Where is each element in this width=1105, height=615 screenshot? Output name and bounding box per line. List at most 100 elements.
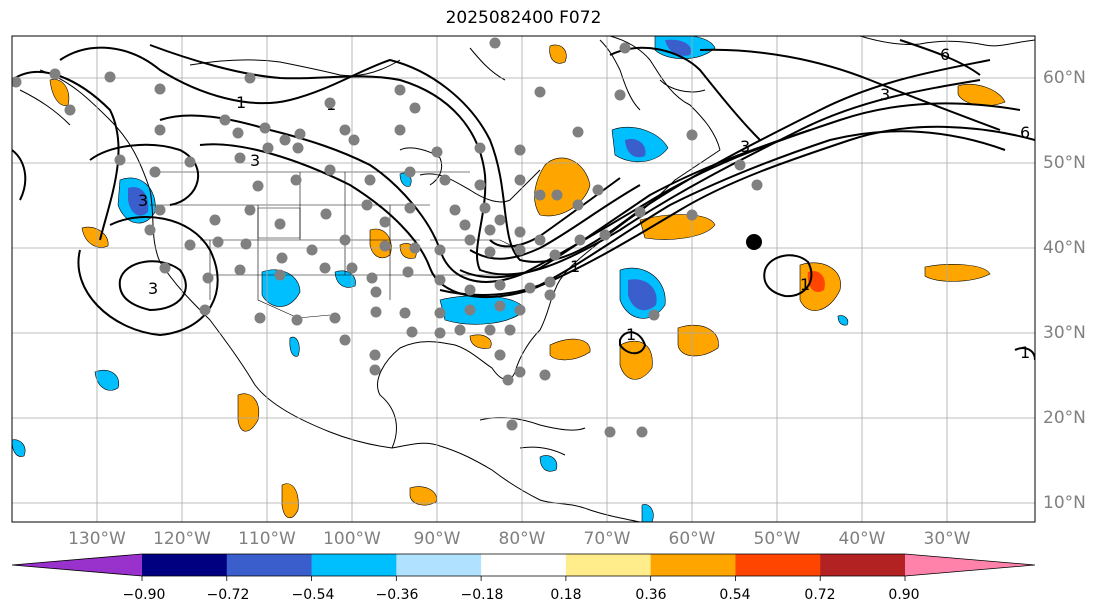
station-marker <box>232 127 244 139</box>
station-marker <box>199 304 211 316</box>
colorbar <box>11 553 1036 581</box>
contour-label: 6 <box>1020 123 1030 142</box>
station-marker <box>489 37 501 49</box>
contour-label: 1 <box>800 275 810 294</box>
station-marker <box>534 86 546 98</box>
station-marker <box>514 366 526 378</box>
station-marker <box>544 289 556 301</box>
station-marker <box>592 184 604 196</box>
station-marker <box>219 114 231 126</box>
station-marker <box>324 97 336 109</box>
graticule <box>12 36 1035 522</box>
colorbar-segment <box>226 554 313 576</box>
station-marker <box>572 126 584 138</box>
station-marker <box>506 419 518 431</box>
anomaly-shading <box>12 36 1006 522</box>
lon-label: 40°W <box>838 529 886 549</box>
station-marker <box>279 134 291 146</box>
lat-label: 30°N <box>1043 323 1086 343</box>
station-marker <box>494 349 506 361</box>
station-marker <box>252 180 264 192</box>
station-marker <box>549 249 561 261</box>
station-marker <box>734 159 746 171</box>
station-marker <box>370 286 382 298</box>
station-marker <box>409 102 421 114</box>
station-marker <box>274 218 286 230</box>
station-marker <box>394 84 406 96</box>
station-marker <box>154 124 166 136</box>
station-marker <box>479 202 491 214</box>
station-marker <box>12 76 22 88</box>
contour-label: 3 <box>138 191 148 210</box>
station-marker <box>751 179 763 191</box>
station-marker <box>502 374 514 386</box>
lon-label: 120°W <box>153 529 211 549</box>
station-marker <box>409 242 421 254</box>
contour-label: 6 <box>940 45 950 64</box>
political-boundaries <box>150 171 521 319</box>
station-marker <box>474 142 486 154</box>
station-marker <box>49 68 61 80</box>
station-marker <box>276 252 288 264</box>
station-marker <box>262 142 274 154</box>
contour-label: 3 <box>250 151 260 170</box>
station-marker <box>686 209 698 221</box>
station-marker <box>394 124 406 136</box>
station-marker <box>434 274 446 286</box>
station-marker <box>572 199 584 211</box>
station-marker <box>494 279 506 291</box>
station-marker <box>144 224 156 236</box>
contour-label: 3 <box>880 85 890 104</box>
station-marker <box>366 272 378 284</box>
station-marker <box>339 234 351 246</box>
height-contours <box>12 39 1035 361</box>
station-marker <box>294 128 306 140</box>
station-marker <box>514 174 526 186</box>
colorbar-tick-label: −0.36 <box>375 587 419 603</box>
station-marker <box>504 324 516 336</box>
station-marker <box>464 234 476 246</box>
station-marker <box>306 244 318 256</box>
station-marker <box>346 262 358 274</box>
lat-label: 60°N <box>1043 68 1086 88</box>
station-marker <box>234 152 246 164</box>
station-marker <box>329 312 341 324</box>
station-marker <box>539 369 551 381</box>
station-marker <box>614 89 626 101</box>
station-marker <box>686 129 698 141</box>
station-marker <box>544 276 556 288</box>
station-marker <box>406 326 418 338</box>
station-marker <box>370 306 382 318</box>
station-marker <box>212 236 224 248</box>
station-marker <box>454 324 466 336</box>
station-marker <box>636 426 648 438</box>
lon-label: 110°W <box>238 529 296 549</box>
station-marker <box>104 71 116 83</box>
station-marker <box>244 204 256 216</box>
lon-label: 90°W <box>413 529 461 549</box>
colorbar-tick-label: 0.36 <box>635 587 667 603</box>
station-marker <box>524 282 536 294</box>
colorbar-segment <box>820 554 906 576</box>
map-title: 2025082400 F072 <box>445 8 602 28</box>
station-marker <box>379 216 391 228</box>
colorbar-segment <box>735 554 821 576</box>
station-marker <box>634 206 646 218</box>
lon-label: 70°W <box>583 529 631 549</box>
station-marker <box>361 199 373 211</box>
colorbar-tick-label: −0.90 <box>122 587 166 603</box>
lat-label: 50°N <box>1043 153 1086 173</box>
station-marker <box>240 238 252 250</box>
station-marker <box>434 244 446 256</box>
lat-label: 10°N <box>1043 493 1086 513</box>
lon-label: 80°W <box>498 529 546 549</box>
station-marker <box>402 266 414 278</box>
station-marker <box>379 240 391 252</box>
station-marker <box>514 144 526 156</box>
colorbar-tick-label: 0.90 <box>888 587 920 603</box>
station-marker <box>369 364 381 376</box>
station-marker <box>292 142 304 154</box>
station-marker <box>534 234 546 246</box>
station-marker <box>551 189 563 201</box>
station-marker <box>320 208 332 220</box>
